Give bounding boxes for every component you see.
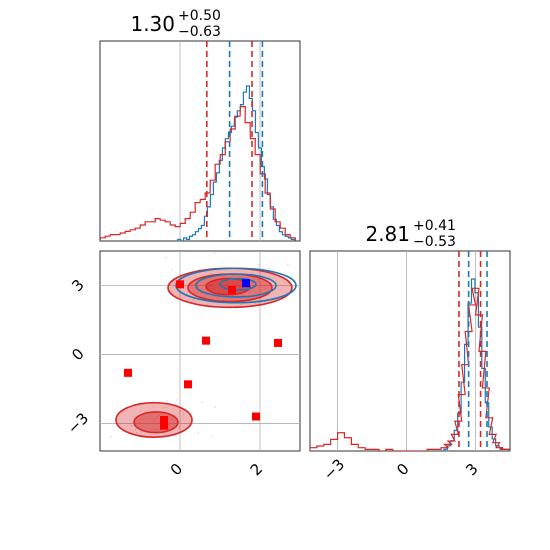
sample-point bbox=[197, 432, 200, 434]
sample-point bbox=[139, 410, 142, 412]
sample-point bbox=[249, 290, 251, 293]
sample-point bbox=[242, 294, 245, 296]
sample-point bbox=[190, 284, 192, 286]
quantile-lines bbox=[458, 251, 488, 451]
marker-red-square bbox=[252, 412, 260, 421]
contour-model-a bbox=[219, 277, 257, 291]
marker-red-square bbox=[274, 338, 282, 347]
panel-bottom-right-histogram: −3 0 3 2.81 +0.41 −0.53 bbox=[309, 218, 511, 484]
title-lower-error: −0.63 bbox=[178, 24, 221, 40]
sample-point bbox=[178, 426, 180, 428]
sample-point bbox=[184, 286, 187, 288]
sample-point bbox=[175, 399, 178, 401]
quantile-lines bbox=[206, 41, 264, 241]
sample-point bbox=[130, 425, 132, 427]
sample-point bbox=[172, 281, 174, 283]
sample-point bbox=[240, 303, 242, 306]
sample-point bbox=[192, 299, 194, 301]
grid-lines bbox=[179, 41, 261, 241]
y-tick-label: −3 bbox=[64, 409, 92, 437]
marker-red-square bbox=[124, 368, 132, 377]
histograms bbox=[310, 278, 510, 451]
marker-red-square bbox=[202, 336, 210, 345]
y-tick-label: 0 bbox=[68, 345, 87, 364]
sample-point bbox=[257, 281, 259, 283]
sample-point bbox=[135, 432, 138, 434]
sample-point bbox=[165, 256, 167, 259]
sample-point bbox=[258, 263, 260, 266]
sample-point bbox=[152, 406, 155, 408]
sample-point bbox=[287, 264, 289, 266]
sample-point bbox=[214, 252, 216, 255]
contour-model-a bbox=[195, 273, 277, 298]
sample-point bbox=[232, 275, 235, 278]
marker-red-square bbox=[160, 421, 168, 430]
histogram-step bbox=[310, 287, 510, 451]
sample-point bbox=[257, 278, 260, 281]
marker-red-square bbox=[228, 286, 236, 295]
title-upper-error: +0.41 bbox=[413, 218, 456, 234]
title-median: 1.30 bbox=[130, 12, 175, 36]
title-lower-error: −0.53 bbox=[413, 234, 456, 250]
x-tick-label: 3 bbox=[462, 460, 481, 479]
histogram-step bbox=[100, 106, 296, 241]
marker-red-square bbox=[160, 415, 168, 424]
sample-point bbox=[166, 400, 168, 402]
sample-point bbox=[182, 413, 184, 415]
x-tick-label: −3 bbox=[320, 455, 348, 483]
sample-point bbox=[255, 291, 257, 294]
title-upper-error: +0.50 bbox=[178, 8, 221, 24]
sample-point bbox=[267, 289, 270, 292]
title-median: 2.81 bbox=[365, 222, 410, 246]
sample-point bbox=[196, 292, 199, 294]
sample-point bbox=[210, 435, 213, 438]
sample-point bbox=[210, 273, 213, 275]
density-contours bbox=[115, 267, 297, 439]
x-tick-label: 0 bbox=[167, 460, 186, 479]
x-tick-label: 2 bbox=[247, 460, 266, 479]
sample-point bbox=[110, 436, 112, 438]
panel-title: 1.30 bbox=[130, 12, 175, 36]
sample-point bbox=[304, 286, 305, 287]
sample-point bbox=[235, 308, 238, 310]
sample-point bbox=[256, 295, 259, 298]
contour-model-b bbox=[133, 411, 179, 434]
histograms bbox=[100, 85, 296, 241]
marker-points bbox=[124, 279, 282, 430]
sample-point bbox=[197, 268, 200, 271]
y-tick-label: 3 bbox=[68, 276, 87, 295]
sample-point bbox=[264, 287, 266, 289]
sample-point bbox=[261, 274, 263, 276]
panel-frame bbox=[99, 40, 301, 242]
x-tick-label: 0 bbox=[393, 460, 412, 479]
sample-point bbox=[164, 406, 166, 408]
marker-red-square bbox=[176, 280, 184, 289]
panel-frame bbox=[99, 250, 301, 452]
sample-point bbox=[268, 268, 270, 270]
histogram-step bbox=[177, 85, 295, 241]
sample-point bbox=[250, 281, 252, 283]
sample-point bbox=[205, 303, 207, 306]
sample-point bbox=[193, 284, 196, 286]
marker-red-square bbox=[184, 380, 192, 389]
y-tick-labels: −3 0 3 bbox=[64, 276, 92, 438]
sample-point bbox=[216, 297, 219, 300]
marker-blue-square bbox=[242, 279, 250, 288]
sample-point bbox=[250, 272, 253, 275]
sample-point bbox=[134, 429, 137, 431]
x-tick-labels: −3 0 3 bbox=[320, 455, 482, 483]
sample-point bbox=[356, 283, 357, 284]
panel-top-left-histogram: 1.30 +0.50 −0.63 bbox=[99, 8, 301, 242]
sample-point bbox=[214, 406, 216, 408]
sample-point bbox=[255, 302, 257, 305]
sample-point bbox=[171, 269, 173, 271]
sample-point bbox=[201, 401, 203, 403]
